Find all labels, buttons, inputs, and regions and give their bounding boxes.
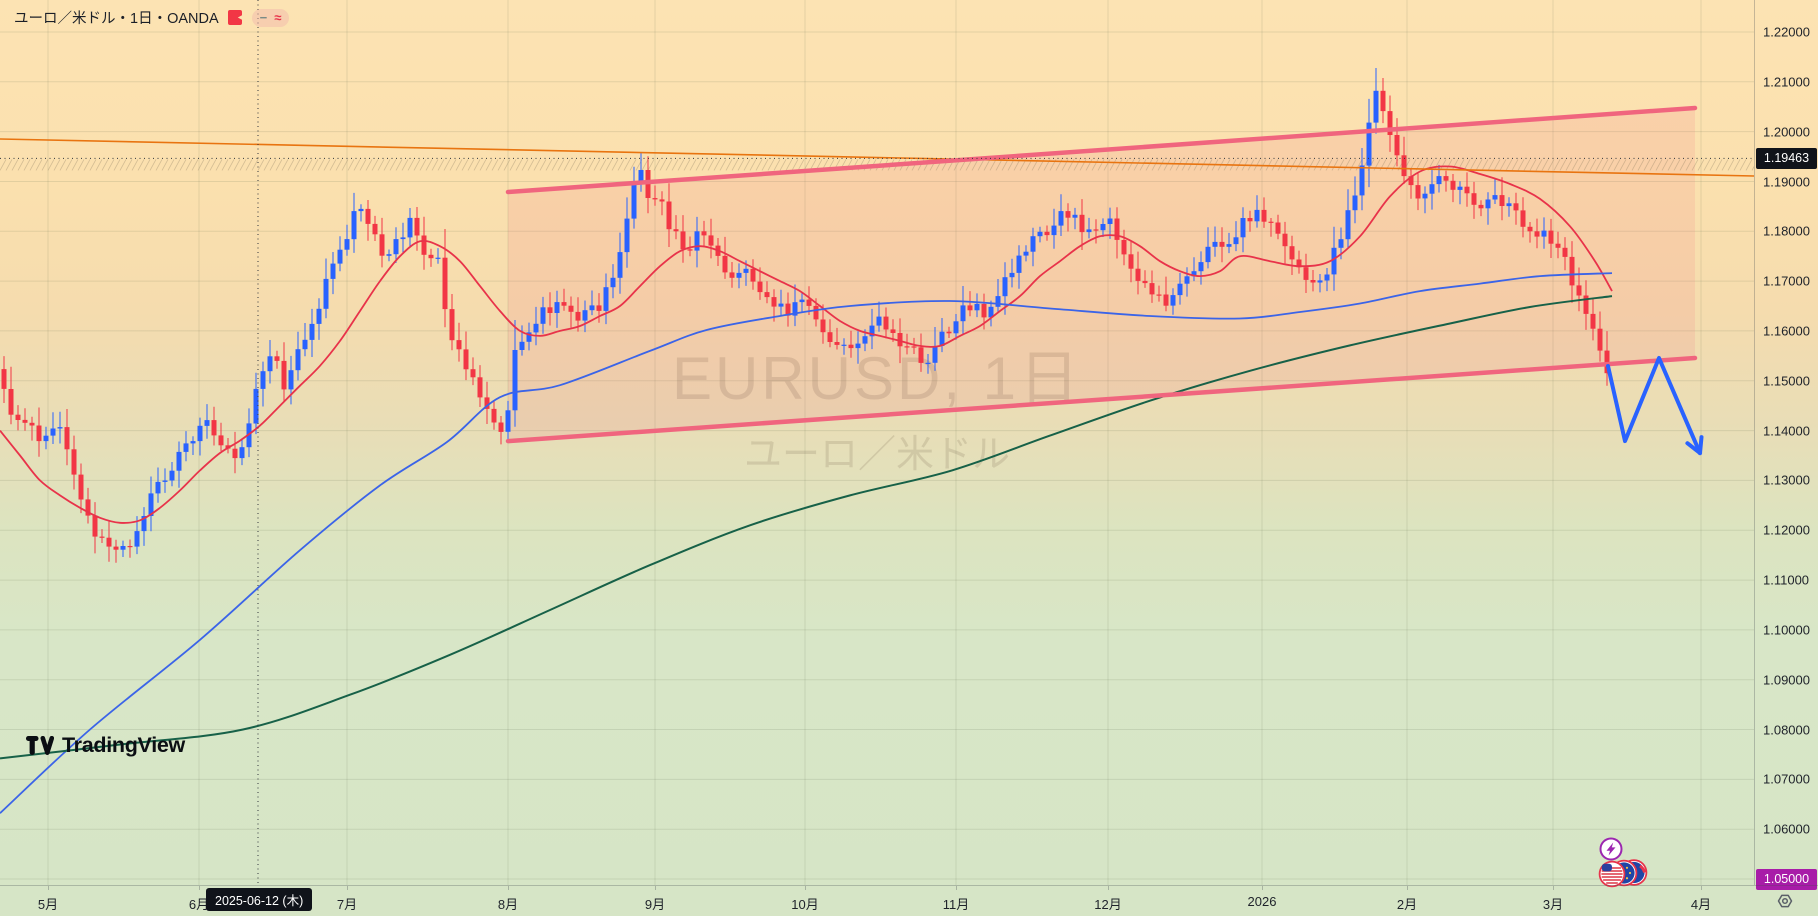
time-axis-label: 2026 [1247, 894, 1277, 909]
tradingview-logo-icon [26, 736, 54, 755]
price-axis-label: 1.17000 [1763, 273, 1810, 289]
crosshair-date-label: 2025-06-12 (木) [206, 888, 313, 911]
time-axis-label: 5月 [37, 897, 59, 912]
time-axis-tickmark [956, 886, 957, 890]
price-axis-label: 1.06000 [1763, 821, 1810, 837]
time-axis-tickmark [508, 886, 509, 890]
candlestick-chart[interactable] [0, 0, 1754, 885]
time-axis-tickmark [1553, 886, 1554, 890]
price-axis-label: 1.15000 [1763, 373, 1810, 389]
time-axis-label: 4月 [1690, 897, 1712, 912]
us-flag-icon[interactable] [1598, 860, 1626, 888]
price-axis-label: 1.14000 [1763, 423, 1810, 439]
channel-fill [508, 108, 1695, 442]
price-axis-label: 1.11000 [1763, 572, 1810, 588]
time-axis-label: 12月 [1094, 897, 1122, 912]
lightning-icon[interactable] [1599, 837, 1623, 861]
time-axis-tickmark [199, 886, 200, 890]
flag-icon [227, 10, 242, 25]
indicator-badge-wave[interactable]: ≈ [274, 10, 282, 25]
price-axis-label: 1.09000 [1763, 672, 1810, 688]
tradingview-logo-text: TradingView [62, 733, 185, 757]
time-axis-tickmark [1407, 886, 1408, 890]
price-axis[interactable]: 1.19463 1.05000 1.22000 1.21000 1.20000 1.1… [1754, 0, 1818, 890]
time-axis[interactable]: 5月 6月 7月 8月 9月 10月 11月 12月 2026 2月 3月 4月 [0, 885, 1818, 916]
price-axis-label: 1.22000 [1763, 24, 1810, 40]
candles [1, 68, 1610, 563]
price-axis-label: 1.12000 [1763, 522, 1810, 538]
indicator-badges[interactable]: − ≈ [251, 8, 290, 27]
channel-line-top[interactable] [505, 105, 1698, 195]
alert-price-label: 1.05000 [1756, 868, 1817, 890]
time-axis-label: 7月 [336, 897, 358, 912]
time-axis-tickmark [1108, 886, 1109, 890]
symbol-legend[interactable]: ユーロ／米ドル・1日・OANDA − ≈ [14, 7, 290, 28]
crosshair-price-label: 1.19463 [1756, 147, 1817, 169]
time-axis-label: 10月 [791, 897, 819, 912]
price-axis-label: 1.21000 [1763, 74, 1810, 90]
price-axis-label: 1.13000 [1763, 472, 1810, 488]
price-axis-label: 1.16000 [1763, 323, 1810, 339]
time-axis-label: 8月 [497, 897, 519, 912]
indicator-badge-minus[interactable]: − [259, 10, 268, 25]
ma-fast-red [0, 165, 1613, 524]
price-axis-label: 1.08000 [1763, 722, 1810, 737]
time-axis-label: 6月 [188, 897, 210, 912]
event-icons[interactable] [1580, 832, 1660, 892]
price-axis-label: 1.18000 [1763, 223, 1810, 239]
trendline-orange[interactable] [0, 138, 1754, 177]
price-axis-label: 1.19000 [1763, 174, 1810, 189]
symbol-title[interactable]: ユーロ／米ドル・1日・OANDA [14, 11, 219, 27]
time-axis-tickmark [805, 886, 806, 890]
price-axis-label: 1.07000 [1763, 771, 1810, 787]
time-axis-tickmark [48, 886, 49, 890]
projection-arrowhead [1698, 435, 1704, 456]
time-axis-tickmark [347, 886, 348, 890]
gear-icon[interactable] [1777, 893, 1793, 909]
time-axis-label: 2月 [1396, 897, 1418, 912]
projection-arrowhead [1685, 441, 1702, 456]
axis-settings[interactable] [1777, 893, 1793, 914]
time-axis-tickmark [1701, 886, 1702, 890]
time-axis-label: 9月 [644, 897, 666, 912]
time-axis-tickmark [655, 886, 656, 890]
tradingview-logo[interactable]: TradingView [26, 733, 185, 758]
projection-arrow[interactable] [1606, 356, 1702, 456]
time-axis-tickmark [1262, 886, 1263, 890]
ma-slow-green [0, 295, 1613, 760]
time-axis-label: 3月 [1542, 897, 1564, 912]
price-axis-label: 1.10000 [1763, 622, 1810, 638]
time-axis-label: 11月 [942, 897, 970, 912]
price-axis-label: 1.20000 [1763, 124, 1810, 140]
ma-mid-blue [0, 272, 1613, 814]
channel-line-bottom[interactable] [505, 355, 1698, 444]
